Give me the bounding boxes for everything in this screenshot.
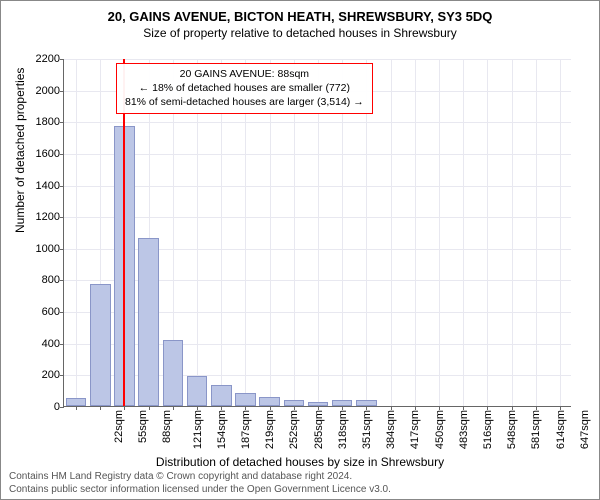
histogram-bar <box>235 393 256 406</box>
ytick-mark <box>60 154 64 155</box>
x-axis-label: Distribution of detached houses by size … <box>1 455 599 469</box>
gridline-v <box>487 59 488 406</box>
plot-region: 0200400600800100012001400160018002000220… <box>63 59 571 407</box>
xtick-label: 548sqm <box>506 410 518 449</box>
xtick-mark <box>391 406 392 410</box>
xtick-mark <box>197 406 198 410</box>
footer-text: Contains HM Land Registry data © Crown c… <box>9 471 391 496</box>
ytick-mark <box>60 91 64 92</box>
xtick-mark <box>173 406 174 410</box>
xtick-label: 351sqm <box>361 410 373 449</box>
ytick-label: 1400 <box>26 180 60 192</box>
marker-annotation: 20 GAINS AVENUE: 88sqm← 18% of detached … <box>116 63 373 114</box>
footer-line-2: Contains public sector information licen… <box>9 484 391 497</box>
xtick-mark <box>294 406 295 410</box>
ytick-mark <box>60 59 64 60</box>
xtick-label: 55sqm <box>137 410 149 443</box>
xtick-mark <box>342 406 343 410</box>
ytick-label: 2200 <box>26 53 60 65</box>
xtick-label: 219sqm <box>264 410 276 449</box>
xtick-mark <box>439 406 440 410</box>
y-axis-label: Number of detached properties <box>13 68 27 233</box>
histogram-bar <box>66 398 87 406</box>
histogram-bar <box>259 397 280 406</box>
xtick-mark <box>536 406 537 410</box>
xtick-label: 22sqm <box>113 410 125 443</box>
ytick-label: 1600 <box>26 148 60 160</box>
ytick-mark <box>60 280 64 281</box>
ytick-label: 1800 <box>26 116 60 128</box>
gridline-v <box>391 59 392 406</box>
histogram-bar <box>90 284 111 406</box>
ytick-label: 800 <box>26 274 60 286</box>
ytick-mark <box>60 217 64 218</box>
histogram-bar <box>187 376 208 406</box>
xtick-mark <box>124 406 125 410</box>
histogram-bar <box>211 385 232 406</box>
xtick-mark <box>560 406 561 410</box>
xtick-label: 252sqm <box>289 410 301 449</box>
ytick-label: 600 <box>26 306 60 318</box>
chart-plot-area: 0200400600800100012001400160018002000220… <box>63 59 571 407</box>
xtick-label: 417sqm <box>410 410 422 449</box>
ytick-mark <box>60 407 64 408</box>
xtick-mark <box>512 406 513 410</box>
xtick-mark <box>149 406 150 410</box>
ytick-label: 1000 <box>26 243 60 255</box>
xtick-label: 318sqm <box>337 410 349 449</box>
xtick-label: 187sqm <box>240 410 252 449</box>
histogram-bar <box>138 238 159 406</box>
xtick-label: 647sqm <box>579 410 591 449</box>
histogram-bar <box>163 340 184 406</box>
ytick-label: 1200 <box>26 211 60 223</box>
footer-line-1: Contains HM Land Registry data © Crown c… <box>9 471 391 484</box>
gridline-v <box>512 59 513 406</box>
ytick-mark <box>60 375 64 376</box>
gridline-v <box>536 59 537 406</box>
ytick-mark <box>60 122 64 123</box>
xtick-mark <box>463 406 464 410</box>
xtick-label: 121sqm <box>192 410 204 449</box>
xtick-label: 581sqm <box>530 410 542 449</box>
gridline-v <box>439 59 440 406</box>
ytick-mark <box>60 344 64 345</box>
xtick-label: 154sqm <box>216 410 228 449</box>
ytick-label: 400 <box>26 338 60 350</box>
xtick-label: 516sqm <box>482 410 494 449</box>
xtick-mark <box>366 406 367 410</box>
ytick-mark <box>60 312 64 313</box>
xtick-mark <box>270 406 271 410</box>
xtick-mark <box>221 406 222 410</box>
xtick-mark <box>318 406 319 410</box>
gridline-v <box>415 59 416 406</box>
xtick-mark <box>415 406 416 410</box>
xtick-label: 450sqm <box>434 410 446 449</box>
gridline-v <box>560 59 561 406</box>
xtick-label: 384sqm <box>385 410 397 449</box>
ytick-label: 2000 <box>26 85 60 97</box>
annotation-title: 20 GAINS AVENUE: 88sqm <box>125 67 364 81</box>
ytick-label: 0 <box>26 401 60 413</box>
annotation-line-smaller: ← 18% of detached houses are smaller (77… <box>125 81 364 95</box>
chart-container: 20, GAINS AVENUE, BICTON HEATH, SHREWSBU… <box>0 0 600 500</box>
chart-title: 20, GAINS AVENUE, BICTON HEATH, SHREWSBU… <box>1 9 599 24</box>
xtick-label: 483sqm <box>458 410 470 449</box>
gridline-v <box>76 59 77 406</box>
ytick-label: 200 <box>26 369 60 381</box>
xtick-label: 614sqm <box>555 410 567 449</box>
ytick-mark <box>60 249 64 250</box>
ytick-mark <box>60 186 64 187</box>
chart-subtitle: Size of property relative to detached ho… <box>1 26 599 40</box>
gridline-v <box>463 59 464 406</box>
xtick-mark <box>245 406 246 410</box>
annotation-line-larger: 81% of semi-detached houses are larger (… <box>125 95 364 109</box>
xtick-label: 88sqm <box>162 410 174 443</box>
xtick-mark <box>487 406 488 410</box>
xtick-label: 285sqm <box>313 410 325 449</box>
xtick-mark <box>76 406 77 410</box>
xtick-mark <box>100 406 101 410</box>
